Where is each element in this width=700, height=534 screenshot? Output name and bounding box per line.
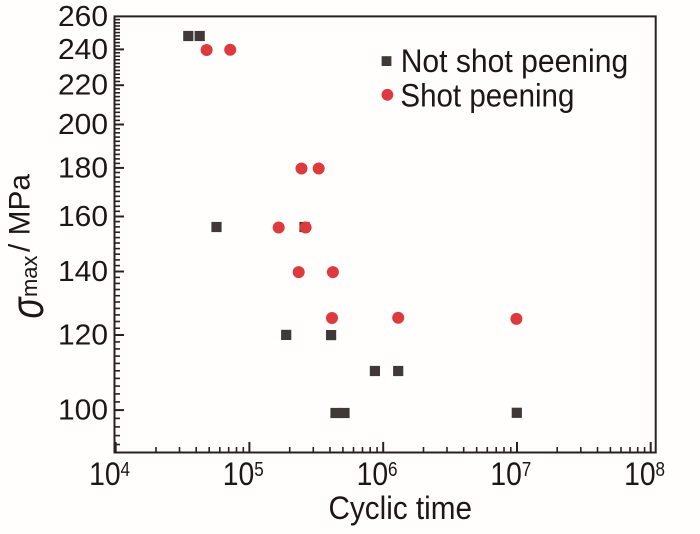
svg-text:220: 220: [58, 70, 108, 102]
svg-text:10: 10: [223, 456, 255, 492]
svg-text:260: 260: [58, 1, 108, 33]
svg-text:4: 4: [121, 458, 131, 481]
svg-text:σ: σ: [1, 296, 53, 319]
svg-text:120: 120: [58, 320, 108, 352]
svg-text:10: 10: [89, 456, 121, 492]
svg-text:Cyclic time: Cyclic time: [329, 490, 473, 526]
svg-text:160: 160: [58, 201, 108, 233]
svg-text:Shot peening: Shot peening: [400, 77, 574, 113]
svg-text:200: 200: [58, 109, 108, 141]
svg-text:10: 10: [490, 456, 522, 492]
svg-text:8: 8: [656, 458, 666, 481]
svg-text:10: 10: [624, 456, 656, 492]
svg-text:6: 6: [388, 458, 398, 481]
svg-text:140: 140: [58, 256, 108, 288]
svg-text:240: 240: [58, 34, 108, 66]
svg-text:max: max: [17, 256, 42, 298]
svg-text:Not shot peening: Not shot peening: [401, 43, 629, 79]
svg-text:10: 10: [357, 456, 389, 492]
svg-text:/ MPa: / MPa: [4, 174, 37, 252]
svg-text:7: 7: [522, 458, 532, 481]
svg-text:100: 100: [58, 395, 108, 427]
svg-text:180: 180: [58, 152, 108, 184]
svg-text:5: 5: [254, 458, 264, 481]
